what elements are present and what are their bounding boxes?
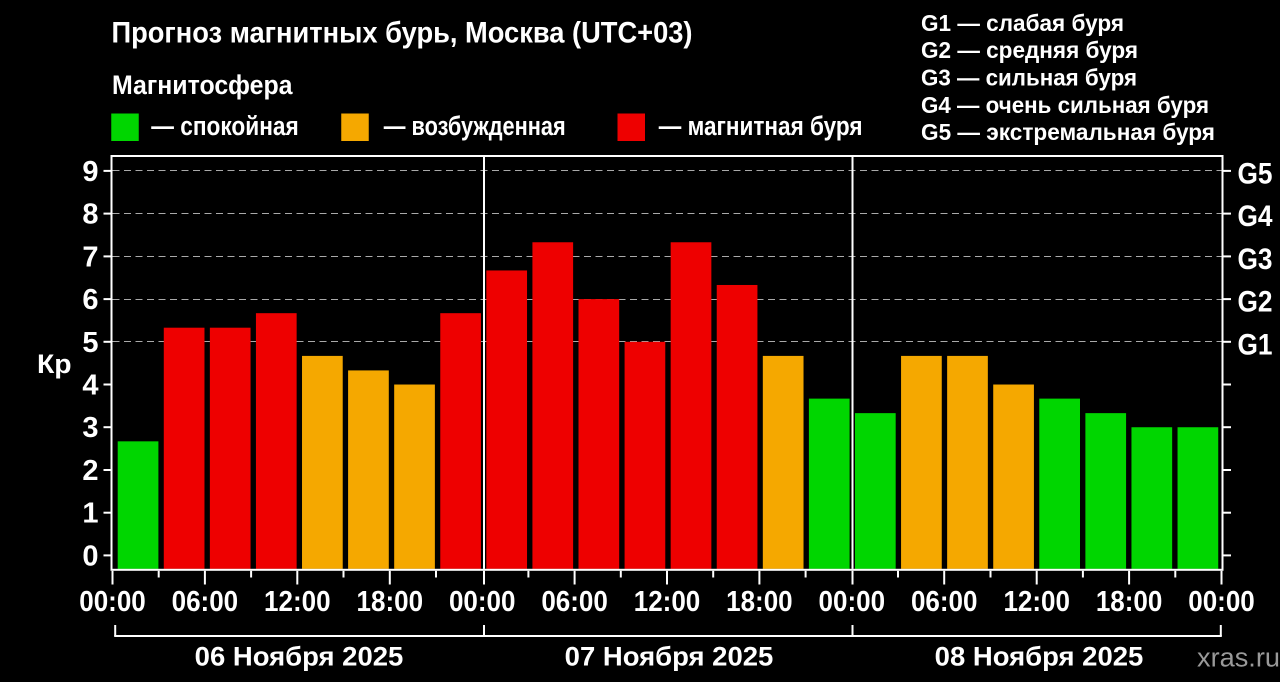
svg-text:3: 3 xyxy=(82,412,98,444)
svg-text:G4 — очень сильная буря: G4 — очень сильная буря xyxy=(921,92,1209,118)
svg-text:12:00: 12:00 xyxy=(634,586,701,618)
svg-text:G5: G5 xyxy=(1238,157,1273,190)
svg-text:G3 — сильная буря: G3 — сильная буря xyxy=(921,65,1137,91)
svg-text:G5 — экстремальная буря: G5 — экстремальная буря xyxy=(921,119,1215,145)
svg-text:00:00: 00:00 xyxy=(79,586,146,618)
svg-text:06:00: 06:00 xyxy=(911,586,978,618)
svg-text:1: 1 xyxy=(82,498,98,530)
svg-text:G4: G4 xyxy=(1238,200,1273,233)
svg-text:7: 7 xyxy=(82,241,98,273)
svg-text:Магнитосфера: Магнитосфера xyxy=(112,70,293,100)
svg-text:G3: G3 xyxy=(1238,243,1273,276)
svg-text:— спокойная: — спокойная xyxy=(151,111,299,141)
svg-text:06 Ноября 2025: 06 Ноября 2025 xyxy=(195,642,404,672)
svg-text:— возбужденная: — возбужденная xyxy=(384,111,566,141)
svg-text:18:00: 18:00 xyxy=(726,586,793,618)
svg-text:9: 9 xyxy=(82,156,98,188)
svg-text:G2: G2 xyxy=(1238,286,1273,319)
svg-text:8: 8 xyxy=(82,199,98,231)
svg-text:5: 5 xyxy=(82,327,98,359)
svg-text:— магнитная буря: — магнитная буря xyxy=(659,111,863,141)
svg-text:G1 — слабая буря: G1 — слабая буря xyxy=(921,10,1124,36)
svg-text:06:00: 06:00 xyxy=(172,586,239,618)
svg-text:0: 0 xyxy=(82,540,98,572)
svg-text:18:00: 18:00 xyxy=(357,586,424,618)
svg-text:6: 6 xyxy=(82,284,98,316)
svg-text:08 Ноября 2025: 08 Ноября 2025 xyxy=(935,642,1144,672)
svg-text:00:00: 00:00 xyxy=(1188,586,1255,618)
svg-text:Кр: Кр xyxy=(37,349,72,379)
svg-text:4: 4 xyxy=(82,370,98,402)
svg-text:12:00: 12:00 xyxy=(1003,586,1070,618)
svg-text:G1: G1 xyxy=(1238,328,1273,361)
svg-text:00:00: 00:00 xyxy=(449,586,516,618)
svg-text:06:00: 06:00 xyxy=(541,586,608,618)
svg-text:00:00: 00:00 xyxy=(819,586,886,618)
svg-text:18:00: 18:00 xyxy=(1096,586,1163,618)
svg-text:Прогноз магнитных бурь, Москва: Прогноз магнитных бурь, Москва (UTC+03) xyxy=(112,16,693,49)
svg-text:xras.ru: xras.ru xyxy=(1197,643,1280,673)
svg-text:12:00: 12:00 xyxy=(264,586,331,618)
svg-text:07 Ноября 2025: 07 Ноября 2025 xyxy=(565,642,774,672)
svg-text:G2 — средняя буря: G2 — средняя буря xyxy=(921,37,1138,63)
svg-text:2: 2 xyxy=(82,455,98,487)
